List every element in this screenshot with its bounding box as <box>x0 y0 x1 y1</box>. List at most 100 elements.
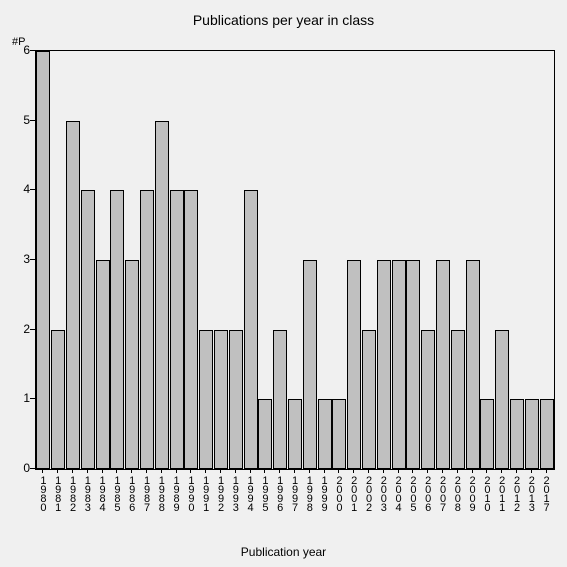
x-tick-label: 1999 <box>319 475 330 511</box>
y-tick-mark <box>30 259 35 260</box>
y-tick-label: 6 <box>10 43 30 57</box>
x-axis-label: Publication year <box>0 545 567 559</box>
x-tick-label: 1993 <box>230 475 241 511</box>
bar <box>244 190 258 469</box>
bar <box>392 260 406 469</box>
bar <box>184 190 198 469</box>
x-tick-label: 2013 <box>526 475 537 511</box>
x-tick-label: 1988 <box>156 475 167 511</box>
x-tick-mark <box>398 468 399 473</box>
plot-area <box>35 50 555 470</box>
bar <box>199 330 213 469</box>
x-tick-label: 1986 <box>126 475 137 511</box>
bar <box>36 51 50 469</box>
x-tick-mark <box>546 468 547 473</box>
x-tick-label: 1984 <box>97 475 108 511</box>
bar <box>229 330 243 469</box>
bar <box>451 330 465 469</box>
x-tick-label: 1982 <box>67 475 78 511</box>
bar <box>303 260 317 469</box>
x-tick-label: 1983 <box>82 475 93 511</box>
y-tick-mark <box>30 189 35 190</box>
bar <box>466 260 480 469</box>
x-tick-mark <box>72 468 73 473</box>
x-tick-label: 2006 <box>422 475 433 511</box>
x-tick-label: 1997 <box>289 475 300 511</box>
x-tick-mark <box>102 468 103 473</box>
x-tick-label: 2017 <box>541 475 552 511</box>
bar <box>436 260 450 469</box>
y-tick-label: 2 <box>10 322 30 336</box>
x-tick-mark <box>368 468 369 473</box>
x-tick-label: 1980 <box>37 475 48 511</box>
x-tick-label: 2002 <box>363 475 374 511</box>
x-tick-mark <box>146 468 147 473</box>
x-tick-mark <box>516 468 517 473</box>
x-tick-mark <box>176 468 177 473</box>
bar <box>140 190 154 469</box>
x-tick-label: 2007 <box>437 475 448 511</box>
bar <box>318 399 332 469</box>
y-tick-mark <box>30 50 35 51</box>
bar <box>258 399 272 469</box>
x-tick-label: 1985 <box>111 475 122 511</box>
y-tick-label: 1 <box>10 391 30 405</box>
bar <box>81 190 95 469</box>
x-tick-mark <box>279 468 280 473</box>
x-tick-mark <box>309 468 310 473</box>
x-tick-label: 2009 <box>467 475 478 511</box>
x-tick-label: 1998 <box>304 475 315 511</box>
x-tick-mark <box>442 468 443 473</box>
bar <box>66 121 80 469</box>
x-tick-mark <box>412 468 413 473</box>
bar <box>214 330 228 469</box>
x-tick-mark <box>324 468 325 473</box>
chart-container: Publications per year in class #P Public… <box>0 0 567 567</box>
x-tick-label: 1981 <box>52 475 63 511</box>
bar <box>525 399 539 469</box>
x-tick-label: 2000 <box>333 475 344 511</box>
bar <box>540 399 554 469</box>
bar <box>347 260 361 469</box>
x-tick-mark <box>427 468 428 473</box>
x-tick-mark <box>353 468 354 473</box>
x-tick-mark <box>116 468 117 473</box>
y-tick-mark <box>30 468 35 469</box>
x-tick-label: 2012 <box>511 475 522 511</box>
x-tick-mark <box>457 468 458 473</box>
bar <box>273 330 287 469</box>
x-tick-label: 2001 <box>348 475 359 511</box>
chart-title: Publications per year in class <box>0 0 567 28</box>
x-tick-label: 2005 <box>407 475 418 511</box>
y-tick-mark <box>30 120 35 121</box>
bar <box>125 260 139 469</box>
bar <box>421 330 435 469</box>
x-tick-mark <box>501 468 502 473</box>
x-tick-mark <box>383 468 384 473</box>
y-tick-mark <box>30 398 35 399</box>
x-tick-mark <box>264 468 265 473</box>
x-tick-label: 1991 <box>200 475 211 511</box>
bar <box>96 260 110 469</box>
y-tick-label: 4 <box>10 182 30 196</box>
x-tick-label: 1992 <box>215 475 226 511</box>
x-tick-label: 2003 <box>378 475 389 511</box>
x-tick-label: 2008 <box>452 475 463 511</box>
bar <box>495 330 509 469</box>
x-tick-mark <box>57 468 58 473</box>
x-tick-mark <box>161 468 162 473</box>
x-tick-label: 1987 <box>141 475 152 511</box>
bar <box>155 121 169 469</box>
x-tick-mark <box>131 468 132 473</box>
bar <box>110 190 124 469</box>
x-tick-mark <box>531 468 532 473</box>
x-tick-mark <box>42 468 43 473</box>
x-tick-mark <box>87 468 88 473</box>
bar <box>480 399 494 469</box>
bar <box>170 190 184 469</box>
y-tick-label: 3 <box>10 252 30 266</box>
x-tick-mark <box>486 468 487 473</box>
bar <box>510 399 524 469</box>
x-tick-mark <box>338 468 339 473</box>
x-tick-mark <box>250 468 251 473</box>
